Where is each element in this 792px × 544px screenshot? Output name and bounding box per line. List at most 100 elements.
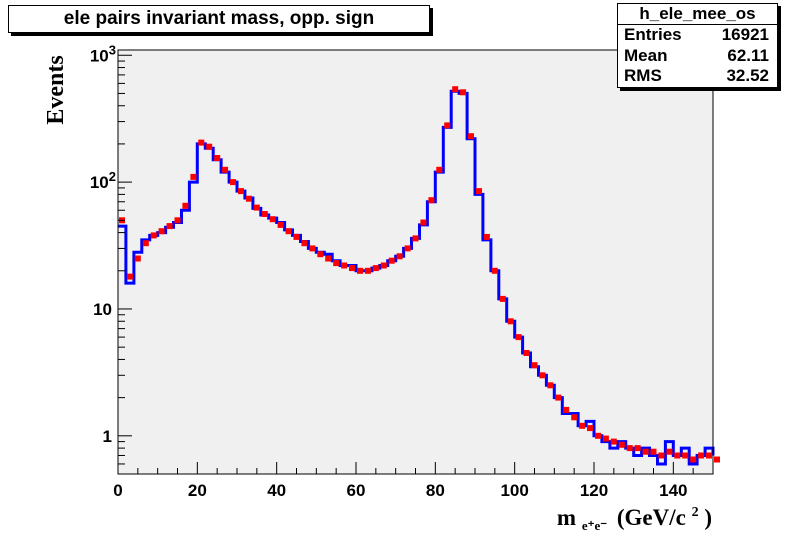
y-tick-label: 10 [93,300,112,319]
data-point [174,217,181,224]
data-point [245,195,252,202]
stats-row-rms: RMS 32.52 [618,66,777,87]
data-point [253,204,260,211]
data-point [372,265,379,272]
data-point [523,350,530,356]
x-tick-label: 80 [426,481,445,500]
data-point [468,133,474,140]
data-point [412,235,419,242]
x-axis-label-subscript: e⁺e⁻ [582,518,607,533]
data-point [317,251,324,258]
data-point [706,452,712,459]
x-axis-label: m e⁺e⁻ (GeV/c 2 ) [557,496,712,535]
x-tick-label: 20 [188,481,207,500]
data-point [499,295,506,302]
data-point [388,257,395,264]
data-point [158,228,165,235]
data-point [634,445,641,452]
x-tick-label: 100 [500,481,528,500]
data-point [190,173,197,180]
data-point [547,382,554,389]
data-point [349,265,355,272]
x-axis-ticks: 0 20 40 60 80 100 120 140 [113,462,714,500]
data-point [309,245,316,252]
data-point [420,219,427,226]
data-point [134,255,141,262]
data-point [507,318,514,325]
x-tick-label: 0 [113,481,122,500]
data-point [341,262,348,269]
data-point [690,456,697,463]
data-point [214,155,221,161]
data-point [325,255,332,262]
data-point [555,394,562,401]
data-point [198,139,205,146]
data-point [333,260,340,267]
data-point [428,197,435,204]
data-point [658,452,665,459]
stats-row-entries: Entries 16921 [618,25,777,46]
data-point [642,448,649,455]
plot-frame [118,50,713,474]
data-point [515,334,522,341]
data-point [491,267,498,274]
data-point [460,89,467,96]
x-axis-label-superscript: 2 [692,505,699,520]
data-point [666,448,673,455]
y-tick-label: 103 [90,42,116,65]
data-point [357,267,363,274]
data-point [269,216,276,223]
stats-label: Mean [624,45,668,65]
data-point [277,221,284,228]
data-point [364,267,371,274]
x-axis-label-m: m [557,505,576,530]
data-point [238,188,244,195]
y-tick-label: 1 [103,427,112,446]
data-point [301,240,308,247]
data-point [563,406,570,413]
data-point [380,262,387,269]
data-point [626,445,633,452]
data-point [602,435,609,442]
data-point [150,232,157,239]
y-axis-label: Events [43,55,69,124]
data-point [476,188,482,195]
series-red-markers [119,86,720,463]
y-tick-label: 102 [90,169,116,192]
data-point [618,441,625,448]
data-point [531,362,538,369]
data-point [396,253,403,260]
x-axis-label-close: ) [704,505,712,530]
data-point [610,438,617,445]
data-point [222,166,229,173]
data-point [404,245,411,252]
data-point [285,228,292,235]
data-point [126,273,133,280]
stats-label: RMS [624,66,662,85]
data-point [571,414,578,421]
data-point [595,432,601,439]
stats-box: h_ele_mee_os Entries 16921 Mean 62.11 RM… [617,3,778,88]
data-point [261,211,268,217]
data-point [698,452,705,459]
stats-value: 16921 [721,25,769,44]
data-point [579,422,586,429]
stats-value: 32.52 [726,66,769,85]
stats-row-mean: Mean 62.11 [618,46,777,67]
plot-title: ele pairs invariant mass, opp. sign [8,5,430,33]
stats-value: 62.11 [727,45,769,65]
y-axis-ticks: 1 10 102 103 [90,42,132,475]
data-point [230,179,236,186]
data-point [206,143,213,150]
data-point [714,456,720,463]
data-point [436,166,443,173]
data-point [682,452,689,459]
stats-histogram-name: h_ele_mee_os [618,4,777,25]
x-tick-label: 40 [267,481,286,500]
data-point [142,240,149,247]
x-axis-label-unit: (GeV/c [617,505,686,530]
x-tick-label: 120 [580,481,608,500]
x-tick-label: 60 [347,481,366,500]
data-point [444,122,451,129]
